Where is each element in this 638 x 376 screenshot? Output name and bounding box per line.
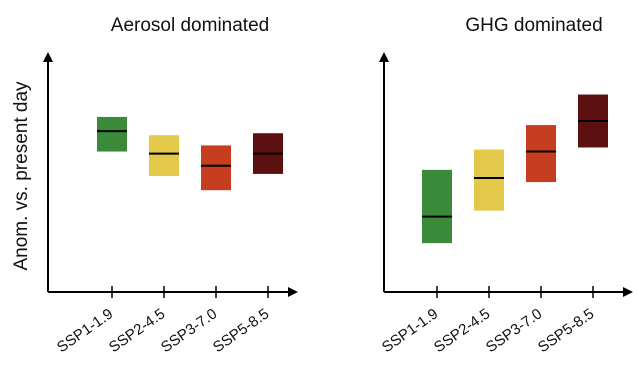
x-tick-label: SSP5-8.5 — [535, 305, 597, 356]
panel-title: GHG dominated — [465, 15, 602, 36]
y-axis-arrow — [43, 52, 53, 62]
plot-area — [422, 94, 608, 244]
x-tick-label: SSP2-4.5 — [431, 305, 493, 356]
range-box-ssp1-19 — [97, 116, 127, 152]
x-tick-label: SSP3-7.0 — [483, 305, 545, 356]
x-tick-label: SSP2-4.5 — [106, 305, 168, 356]
panel-ghg-dominated: GHG dominated SSP1-1.9SSP2-4.5SSP3-7.0SS… — [379, 15, 633, 356]
y-axis-arrow — [379, 52, 389, 62]
panel-title: Aerosol dominated — [111, 15, 269, 36]
x-tick-label: SSP5-8.5 — [210, 305, 272, 356]
range-box-ssp3-70 — [526, 125, 556, 183]
y-axis-label: Anom. vs. present day — [11, 81, 32, 271]
range-box-ssp1-19 — [422, 169, 452, 244]
range-box-ssp3-70 — [201, 145, 231, 191]
range-box-ssp2-45 — [149, 135, 179, 176]
x-tick-label: SSP1-1.9 — [54, 305, 116, 356]
x-axis-arrow — [623, 287, 633, 297]
panel-aerosol-dominated: Aerosol dominated Anom. vs. present day … — [11, 15, 298, 356]
x-axis-arrow — [288, 287, 298, 297]
plot-area — [97, 116, 283, 191]
x-tick-label: SSP3-7.0 — [158, 305, 220, 356]
range-box-ssp2-45 — [474, 149, 504, 211]
x-tick-label: SSP1-1.9 — [379, 305, 441, 356]
